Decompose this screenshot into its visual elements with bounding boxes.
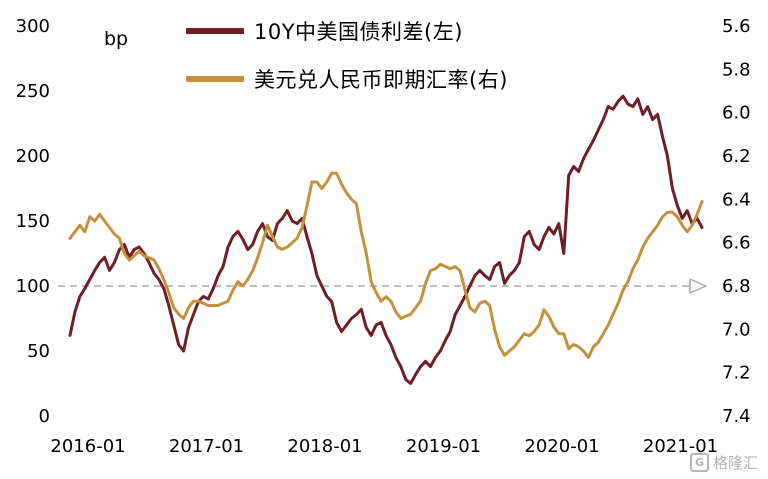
right-axis-tick-label: 5.8 xyxy=(722,59,751,80)
left-axis-tick-label: 100 xyxy=(16,276,50,297)
right-axis-tick-label: 6.0 xyxy=(722,103,751,124)
x-axis-tick-label: 2021-01 xyxy=(643,436,718,457)
left-axis-tick-label: 300 xyxy=(16,16,50,37)
spread-line-series xyxy=(68,94,704,385)
fx-line-swatch xyxy=(186,76,244,82)
x-axis-tick-label: 2018-01 xyxy=(287,436,362,457)
chart-legend: 10Y中美国债利差(左) 美元兑人民币即期汇率(右) xyxy=(186,16,508,94)
legend-label-fx: 美元兑人民币即期汇率(右) xyxy=(254,68,508,92)
left-axis-tick-label: 250 xyxy=(16,81,50,102)
right-axis-tick-label: 6.2 xyxy=(722,146,751,167)
fx-rate-line-series xyxy=(68,171,704,359)
x-axis-tick-label: 2019-01 xyxy=(406,436,481,457)
right-axis-tick-label: 7.2 xyxy=(722,363,751,384)
gelonghui-logo-icon: G xyxy=(689,453,709,472)
left-axis-tick-label: 150 xyxy=(16,211,50,232)
legend-item-fx: 美元兑人民币即期汇率(右) xyxy=(186,64,508,94)
left-axis-tick-label: 50 xyxy=(27,341,50,362)
legend-item-spread: 10Y中美国债利差(左) xyxy=(186,16,508,46)
left-axis-tick-label: 200 xyxy=(16,146,50,167)
right-axis-tick-label: 6.6 xyxy=(722,233,751,254)
left-axis-tick-label: 0 xyxy=(39,406,50,427)
right-axis-tick-label: 6.4 xyxy=(722,189,751,210)
x-axis-tick-label: 2017-01 xyxy=(169,436,244,457)
reference-line-arrow-icon xyxy=(689,278,707,294)
right-axis-tick-label: 7.0 xyxy=(722,319,751,340)
x-axis-tick-label: 2016-01 xyxy=(50,436,125,457)
right-axis-tick-label: 5.6 xyxy=(722,16,751,37)
right-axis-tick-label: 7.4 xyxy=(722,406,751,427)
watermark-text: 格隆汇 xyxy=(712,454,758,472)
spread-line-swatch xyxy=(186,28,244,34)
right-axis-tick-label: 6.8 xyxy=(722,276,751,297)
legend-label-spread: 10Y中美国债利差(左) xyxy=(254,20,463,44)
gelonghui-watermark: G 格隆汇 xyxy=(689,452,758,473)
left-axis-unit-label: bp xyxy=(104,28,129,50)
x-axis-tick-label: 2020-01 xyxy=(524,436,599,457)
